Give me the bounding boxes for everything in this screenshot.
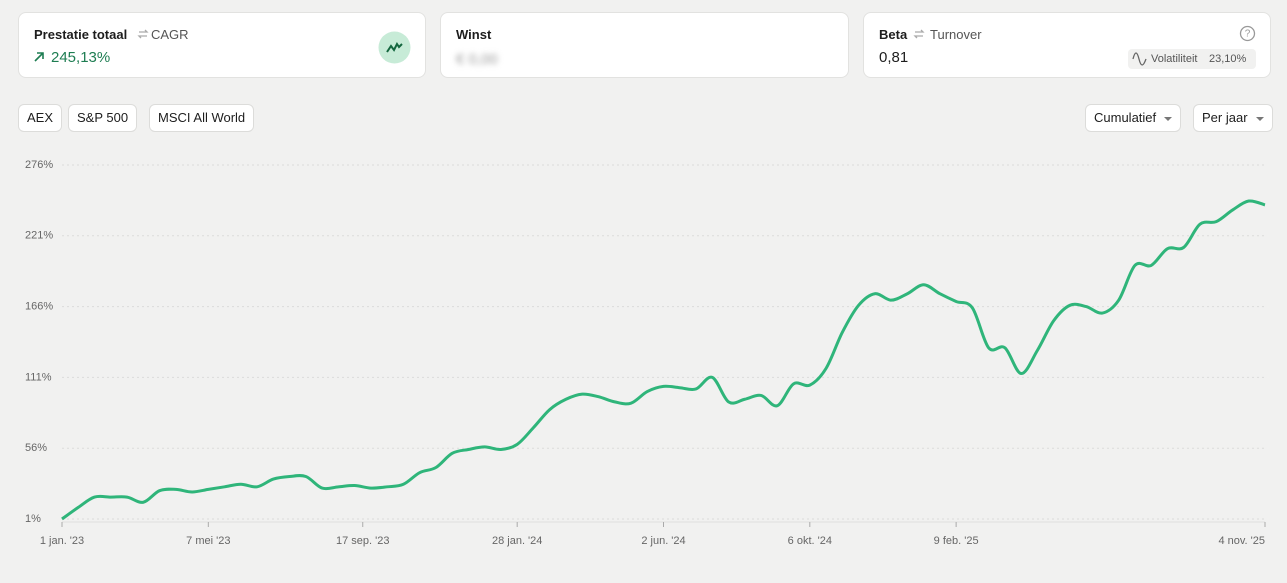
badge-value: 23,10% — [1209, 53, 1247, 65]
card-title: Winst — [456, 27, 492, 42]
volatility-badge: Volatiliteit 23,10% — [1128, 49, 1256, 69]
card-value: € 0,00 — [456, 51, 498, 68]
dropdown-label: Cumulatief — [1094, 110, 1157, 125]
card-value: 0,81 — [879, 49, 909, 66]
card-alt[interactable]: CAGR — [151, 27, 189, 42]
benchmark-button[interactable]: S&P 500 — [68, 104, 138, 132]
card-title: Prestatie totaal — [34, 27, 128, 42]
x-tick-label: 28 jan. '24 — [492, 535, 542, 547]
y-tick-label: 111% — [25, 371, 52, 383]
x-tick-label: 4 nov. '25 — [1218, 535, 1265, 547]
x-tick-label: 7 mei '23 — [186, 535, 230, 547]
y-tick-label: 276% — [25, 159, 53, 171]
period-dropdown[interactable]: Per jaar — [1193, 104, 1273, 132]
mode-dropdown[interactable]: Cumulatief — [1085, 104, 1182, 132]
x-tick-label: 9 feb. '25 — [934, 535, 979, 547]
card-value: 245,13% — [51, 49, 111, 66]
performance-line — [61, 199, 1266, 521]
card-profit: Winst € 0,00 — [440, 12, 849, 78]
benchmark-button[interactable]: MSCI All World — [149, 104, 255, 132]
card-title: Beta — [879, 27, 908, 42]
x-tick-label: 2 jun. '24 — [641, 535, 685, 547]
y-tick-label: 56% — [25, 442, 47, 454]
y-tick-label: 166% — [25, 301, 53, 313]
chart: 1% 56% 111% 166% 221% 276% 1 jan. '23 7 mei '23… — [25, 159, 1266, 547]
up-arrow — [34, 52, 44, 62]
y-tick-label: 1% — [25, 513, 41, 525]
x-tick-label: 17 sep. '23 — [336, 535, 389, 547]
trend-icon — [378, 31, 411, 64]
card-alt[interactable]: Turnover — [930, 27, 982, 42]
swap-icon[interactable] — [137, 28, 149, 40]
wave-icon — [1132, 52, 1147, 66]
card-beta[interactable]: Beta Turnover 0,81 ? Volatiliteit 23,10% — [863, 12, 1271, 78]
y-tick-label: 221% — [25, 230, 53, 242]
x-tick-label: 1 jan. '23 — [40, 535, 84, 547]
swap-icon[interactable] — [913, 28, 925, 40]
badge-label: Volatiliteit — [1151, 53, 1198, 65]
dropdown-label: Per jaar — [1202, 110, 1248, 125]
svg-text:?: ? — [1245, 29, 1251, 40]
card-performance[interactable]: Prestatie totaal CAGR 245,13% — [18, 12, 426, 78]
x-tick-label: 6 okt. '24 — [788, 535, 832, 547]
help-icon[interactable]: ? — [1239, 25, 1256, 42]
benchmark-button[interactable]: AEX — [18, 104, 63, 132]
